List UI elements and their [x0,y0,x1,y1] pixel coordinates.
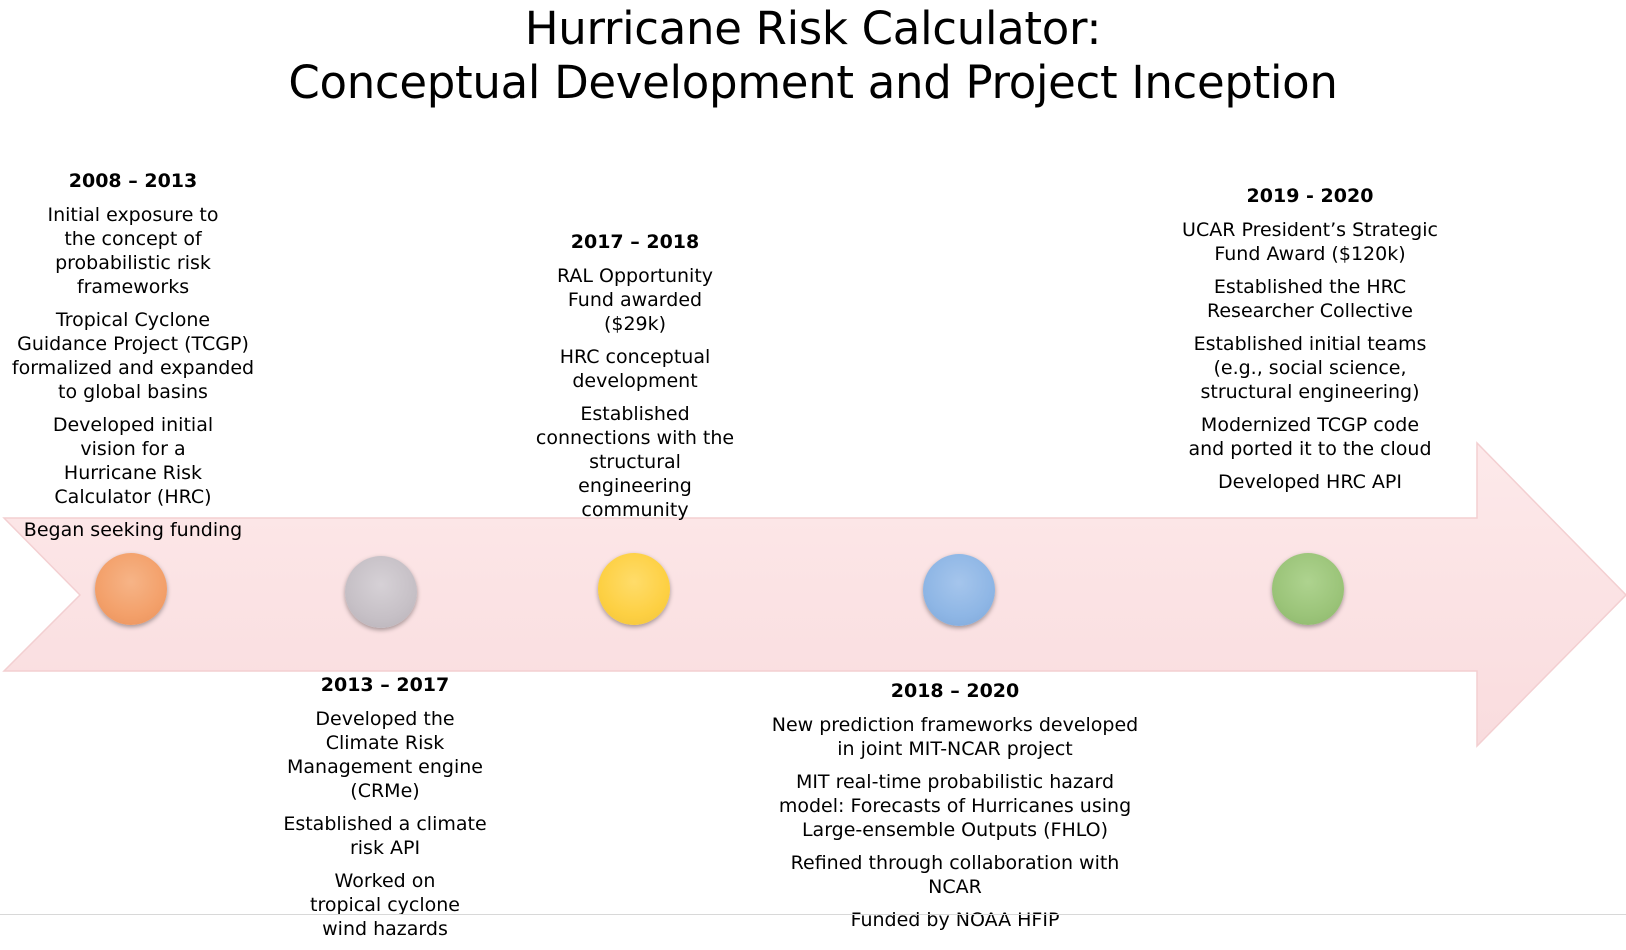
milestone-item: New prediction frameworks developed in j… [771,714,1139,760]
milestone-period: 2018 – 2020 [890,680,1020,702]
timeline-arrow [2,441,1626,748]
milestone-item: Began seeking funding [23,519,243,541]
bottom-divider [0,914,1626,915]
milestone-item: Established the HRC Researcher Collectiv… [1207,276,1413,322]
arrow-shape [2,441,1626,748]
milestone-item: HRC conceptual development [559,346,711,392]
milestone-2008-2013: 2008 – 2013 Initial exposure to the conc… [8,169,258,551]
milestone-item: Established connections with the structu… [535,403,735,521]
milestone-2018-2020: 2018 – 2020 New prediction frameworks de… [765,679,1145,941]
milestone-item: Funded by NOAA HFIP [850,909,1060,931]
milestone-item: Developed initial vision for a Hurricane… [52,414,214,508]
milestone-item: Developed the Climate Risk Management en… [286,708,483,802]
milestone-item: RAL Opportunity Fund awarded ($29k) [556,265,714,335]
milestone-period: 2019 - 2020 [1246,185,1374,207]
milestone-item: Established a climate risk API [283,813,487,859]
milestone-item: UCAR President’s Strategic Fund Award ($… [1182,219,1438,265]
milestone-period: 2013 – 2017 [320,674,450,696]
milestone-dot-gray [345,556,417,628]
milestone-dot-yellow [598,553,670,625]
milestone-2017-2018: 2017 – 2018 RAL Opportunity Fund awarded… [528,230,742,531]
milestone-2013-2017: 2013 – 2017 Developed the Climate Risk M… [270,673,500,950]
milestone-item: Established initial teams (e.g., social … [1193,333,1427,403]
title-line-2: Conceptual Development and Project Incep… [288,56,1338,109]
title-line-1: Hurricane Risk Calculator: [524,2,1102,55]
milestone-period: 2008 – 2013 [68,170,198,192]
milestone-2019-2020: 2019 - 2020 UCAR President’s Strategic F… [1160,184,1460,503]
milestone-item: Refined through collaboration with NCAR [790,852,1120,898]
milestone-dot-blue [923,554,995,626]
milestone-dot-orange [95,553,167,625]
milestone-item: Initial exposure to the concept of proba… [47,204,219,298]
milestone-item: Modernized TCGP code and ported it to th… [1188,414,1432,460]
milestone-item: MIT real-time probabilistic hazard model… [778,771,1132,841]
milestone-dot-green [1272,553,1344,625]
milestone-item: Tropical Cyclone Guidance Project (TCGP)… [11,309,255,403]
milestone-period: 2017 – 2018 [570,231,700,253]
milestone-item: Worked on tropical cyclone wind hazards [310,870,460,940]
milestone-item: Developed HRC API [1218,471,1402,493]
